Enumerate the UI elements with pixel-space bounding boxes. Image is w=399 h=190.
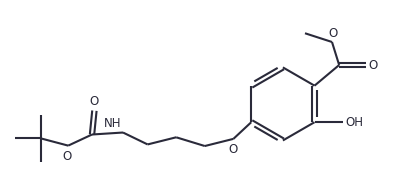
Text: NH: NH [103,117,121,130]
Text: OH: OH [345,116,363,129]
Text: O: O [328,27,338,40]
Text: O: O [90,94,99,108]
Text: O: O [63,150,72,163]
Text: O: O [369,59,378,71]
Text: O: O [228,143,237,156]
